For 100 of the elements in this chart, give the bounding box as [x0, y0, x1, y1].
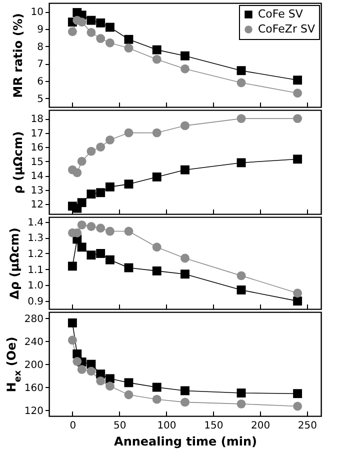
x-tick-label: 150: [204, 420, 224, 432]
y-tick-label: 240: [24, 336, 44, 348]
x-tick-label: 0: [70, 420, 76, 432]
y-tick-label: 17: [30, 128, 44, 140]
point: [68, 27, 77, 36]
point: [236, 158, 246, 168]
point: [96, 34, 106, 43]
point: [77, 242, 86, 252]
point: [236, 114, 246, 124]
point: [180, 270, 190, 279]
y-tick-label: 13: [30, 185, 44, 196]
y-tick-label: 200: [24, 360, 44, 371]
y-tick-label: 6: [37, 76, 44, 88]
y-tick-label: 0.9: [28, 296, 44, 308]
point: [105, 22, 114, 32]
point: [180, 386, 190, 396]
point: [293, 154, 302, 164]
y-tick-label: 1.1: [28, 264, 44, 276]
point: [86, 366, 96, 376]
x-tick-label: 100: [157, 420, 176, 432]
point: [96, 224, 106, 233]
point: [152, 394, 162, 404]
y-tick-label: 160: [24, 382, 44, 394]
y-tick-label: 280: [24, 314, 44, 325]
point: [180, 165, 190, 174]
point: [152, 382, 162, 392]
y-tick-label: 1.3: [28, 233, 44, 244]
y-tick-label: 9: [37, 24, 44, 36]
point: [96, 376, 106, 386]
point: [77, 156, 86, 166]
y-axis-title: Δρ (μΩcm): [8, 228, 22, 300]
point: [86, 190, 96, 199]
point: [105, 182, 114, 192]
point: [180, 254, 190, 263]
point: [236, 271, 246, 280]
y-tick-label: 16: [30, 142, 44, 154]
point: [180, 121, 190, 130]
y-tick-label: 1.0: [28, 280, 44, 292]
point: [180, 398, 190, 407]
point: [77, 198, 86, 208]
y-tick-label: 7: [37, 59, 44, 70]
y-tick-label: 8: [37, 42, 44, 53]
point: [293, 389, 302, 398]
legend-label: CoFe SV: [258, 8, 304, 20]
y-tick-label: 1.2: [28, 248, 44, 260]
point: [105, 135, 114, 144]
point: [180, 64, 190, 74]
y-tick-label: 14: [30, 171, 44, 182]
point: [124, 378, 134, 388]
y-tick-label: 15: [30, 156, 44, 168]
y-tick-label: 5: [37, 94, 44, 105]
point: [152, 242, 162, 252]
point: [96, 18, 106, 28]
point: [152, 128, 162, 138]
point: [86, 250, 96, 260]
point: [152, 45, 162, 54]
point: [105, 382, 114, 391]
x-tick-label: 250: [298, 420, 317, 432]
point: [293, 402, 302, 411]
point: [77, 220, 86, 230]
point: [152, 266, 162, 276]
point: [124, 263, 134, 272]
point: [72, 168, 82, 178]
x-axis-title: Annealing time (min): [114, 434, 257, 448]
y-tick-label: 12: [30, 200, 44, 211]
point: [96, 249, 106, 258]
point: [105, 38, 114, 48]
point: [68, 262, 77, 271]
y-tick-label: 1.4: [28, 217, 44, 228]
point: [105, 226, 114, 236]
point: [236, 399, 246, 408]
point: [96, 142, 106, 152]
point: [124, 128, 134, 138]
point: [293, 288, 302, 298]
y-tick-label: 18: [30, 114, 44, 126]
point: [124, 390, 134, 400]
point: [293, 88, 302, 98]
point: [68, 336, 77, 345]
point: [236, 78, 246, 88]
x-tick-label: 200: [250, 420, 270, 432]
legend-label: CoFeZr SV: [258, 22, 316, 36]
point: [124, 44, 134, 53]
y-tick-label: 10: [30, 7, 44, 18]
point: [105, 255, 114, 264]
point: [124, 34, 134, 44]
point: [152, 54, 162, 64]
point: [293, 296, 302, 306]
point: [86, 146, 96, 156]
point: [77, 364, 86, 374]
y-tick-label: 120: [24, 406, 44, 417]
point: [293, 114, 302, 124]
point: [86, 16, 96, 25]
point: [236, 285, 246, 294]
x-tick-label: 50: [113, 420, 126, 432]
point: [86, 28, 96, 37]
point: [72, 356, 82, 366]
point: [236, 66, 246, 76]
point: [68, 318, 77, 328]
point: [124, 226, 134, 236]
point: [152, 172, 162, 182]
